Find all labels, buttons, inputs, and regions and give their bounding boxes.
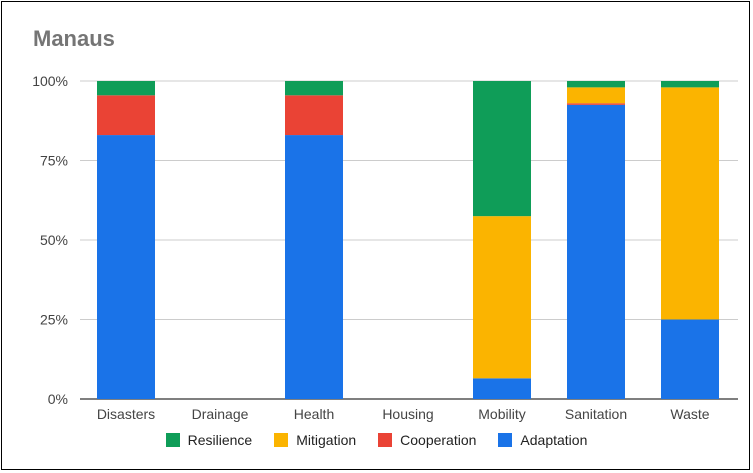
legend-label: Mitigation — [296, 432, 357, 448]
y-tick-label: 50% — [40, 232, 68, 248]
legend-swatch — [274, 433, 289, 447]
legend-swatch — [378, 433, 393, 447]
bar-disasters-adaptation — [97, 135, 155, 399]
bar-sanitation-cooperation — [567, 103, 625, 105]
legend-swatch — [165, 433, 180, 447]
y-axis-ticks: 0% 25% 50% 75% 100% — [32, 73, 68, 407]
x-tick-label: Sanitation — [565, 406, 627, 422]
x-tick-label: Disasters — [97, 406, 155, 422]
bars — [97, 81, 719, 399]
bar-waste-resilience — [661, 81, 719, 88]
bar-waste-adaptation — [661, 319, 719, 399]
chart-title: Manaus — [33, 26, 115, 51]
bar-sanitation-resilience — [567, 81, 625, 88]
bar-mobility-resilience — [473, 81, 531, 217]
legend-label: Cooperation — [400, 432, 477, 448]
bar-sanitation-mitigation — [567, 87, 625, 104]
x-tick-label: Housing — [382, 406, 433, 422]
legend-item-adaptation: Adaptation — [498, 432, 587, 448]
bar-health-cooperation — [285, 95, 343, 136]
legend-label: Resilience — [187, 432, 253, 448]
y-tick-label: 25% — [40, 312, 68, 328]
legend-swatch — [498, 433, 513, 447]
x-tick-label: Waste — [670, 406, 709, 422]
x-tick-label: Health — [294, 406, 334, 422]
bar-mobility-adaptation — [473, 378, 531, 399]
gridlines — [80, 80, 738, 400]
bar-disasters-cooperation — [97, 95, 155, 136]
bar-sanitation-adaptation — [567, 104, 625, 399]
bar-health-resilience — [285, 81, 343, 96]
legend-item-mitigation: Mitigation — [274, 432, 356, 448]
y-tick-label: 0% — [48, 391, 68, 407]
y-tick-label: 75% — [40, 153, 68, 169]
bar-disasters-resilience — [97, 81, 155, 96]
legend-item-cooperation: Cooperation — [378, 432, 476, 448]
x-axis-ticks: Disasters Drainage Health Housing Mobility Sa… — [97, 406, 710, 422]
legend: Resilience Mitigation Cooperation Adaptatio… — [0, 432, 753, 448]
bar-mobility-mitigation — [473, 216, 531, 379]
x-tick-label: Drainage — [192, 406, 249, 422]
legend-label: Adaptation — [520, 432, 588, 448]
bar-health-adaptation — [285, 135, 343, 399]
legend-item-resilience: Resilience — [165, 432, 253, 448]
y-tick-label: 100% — [32, 73, 68, 89]
bar-waste-mitigation — [661, 87, 719, 320]
x-tick-label: Mobility — [478, 406, 525, 422]
